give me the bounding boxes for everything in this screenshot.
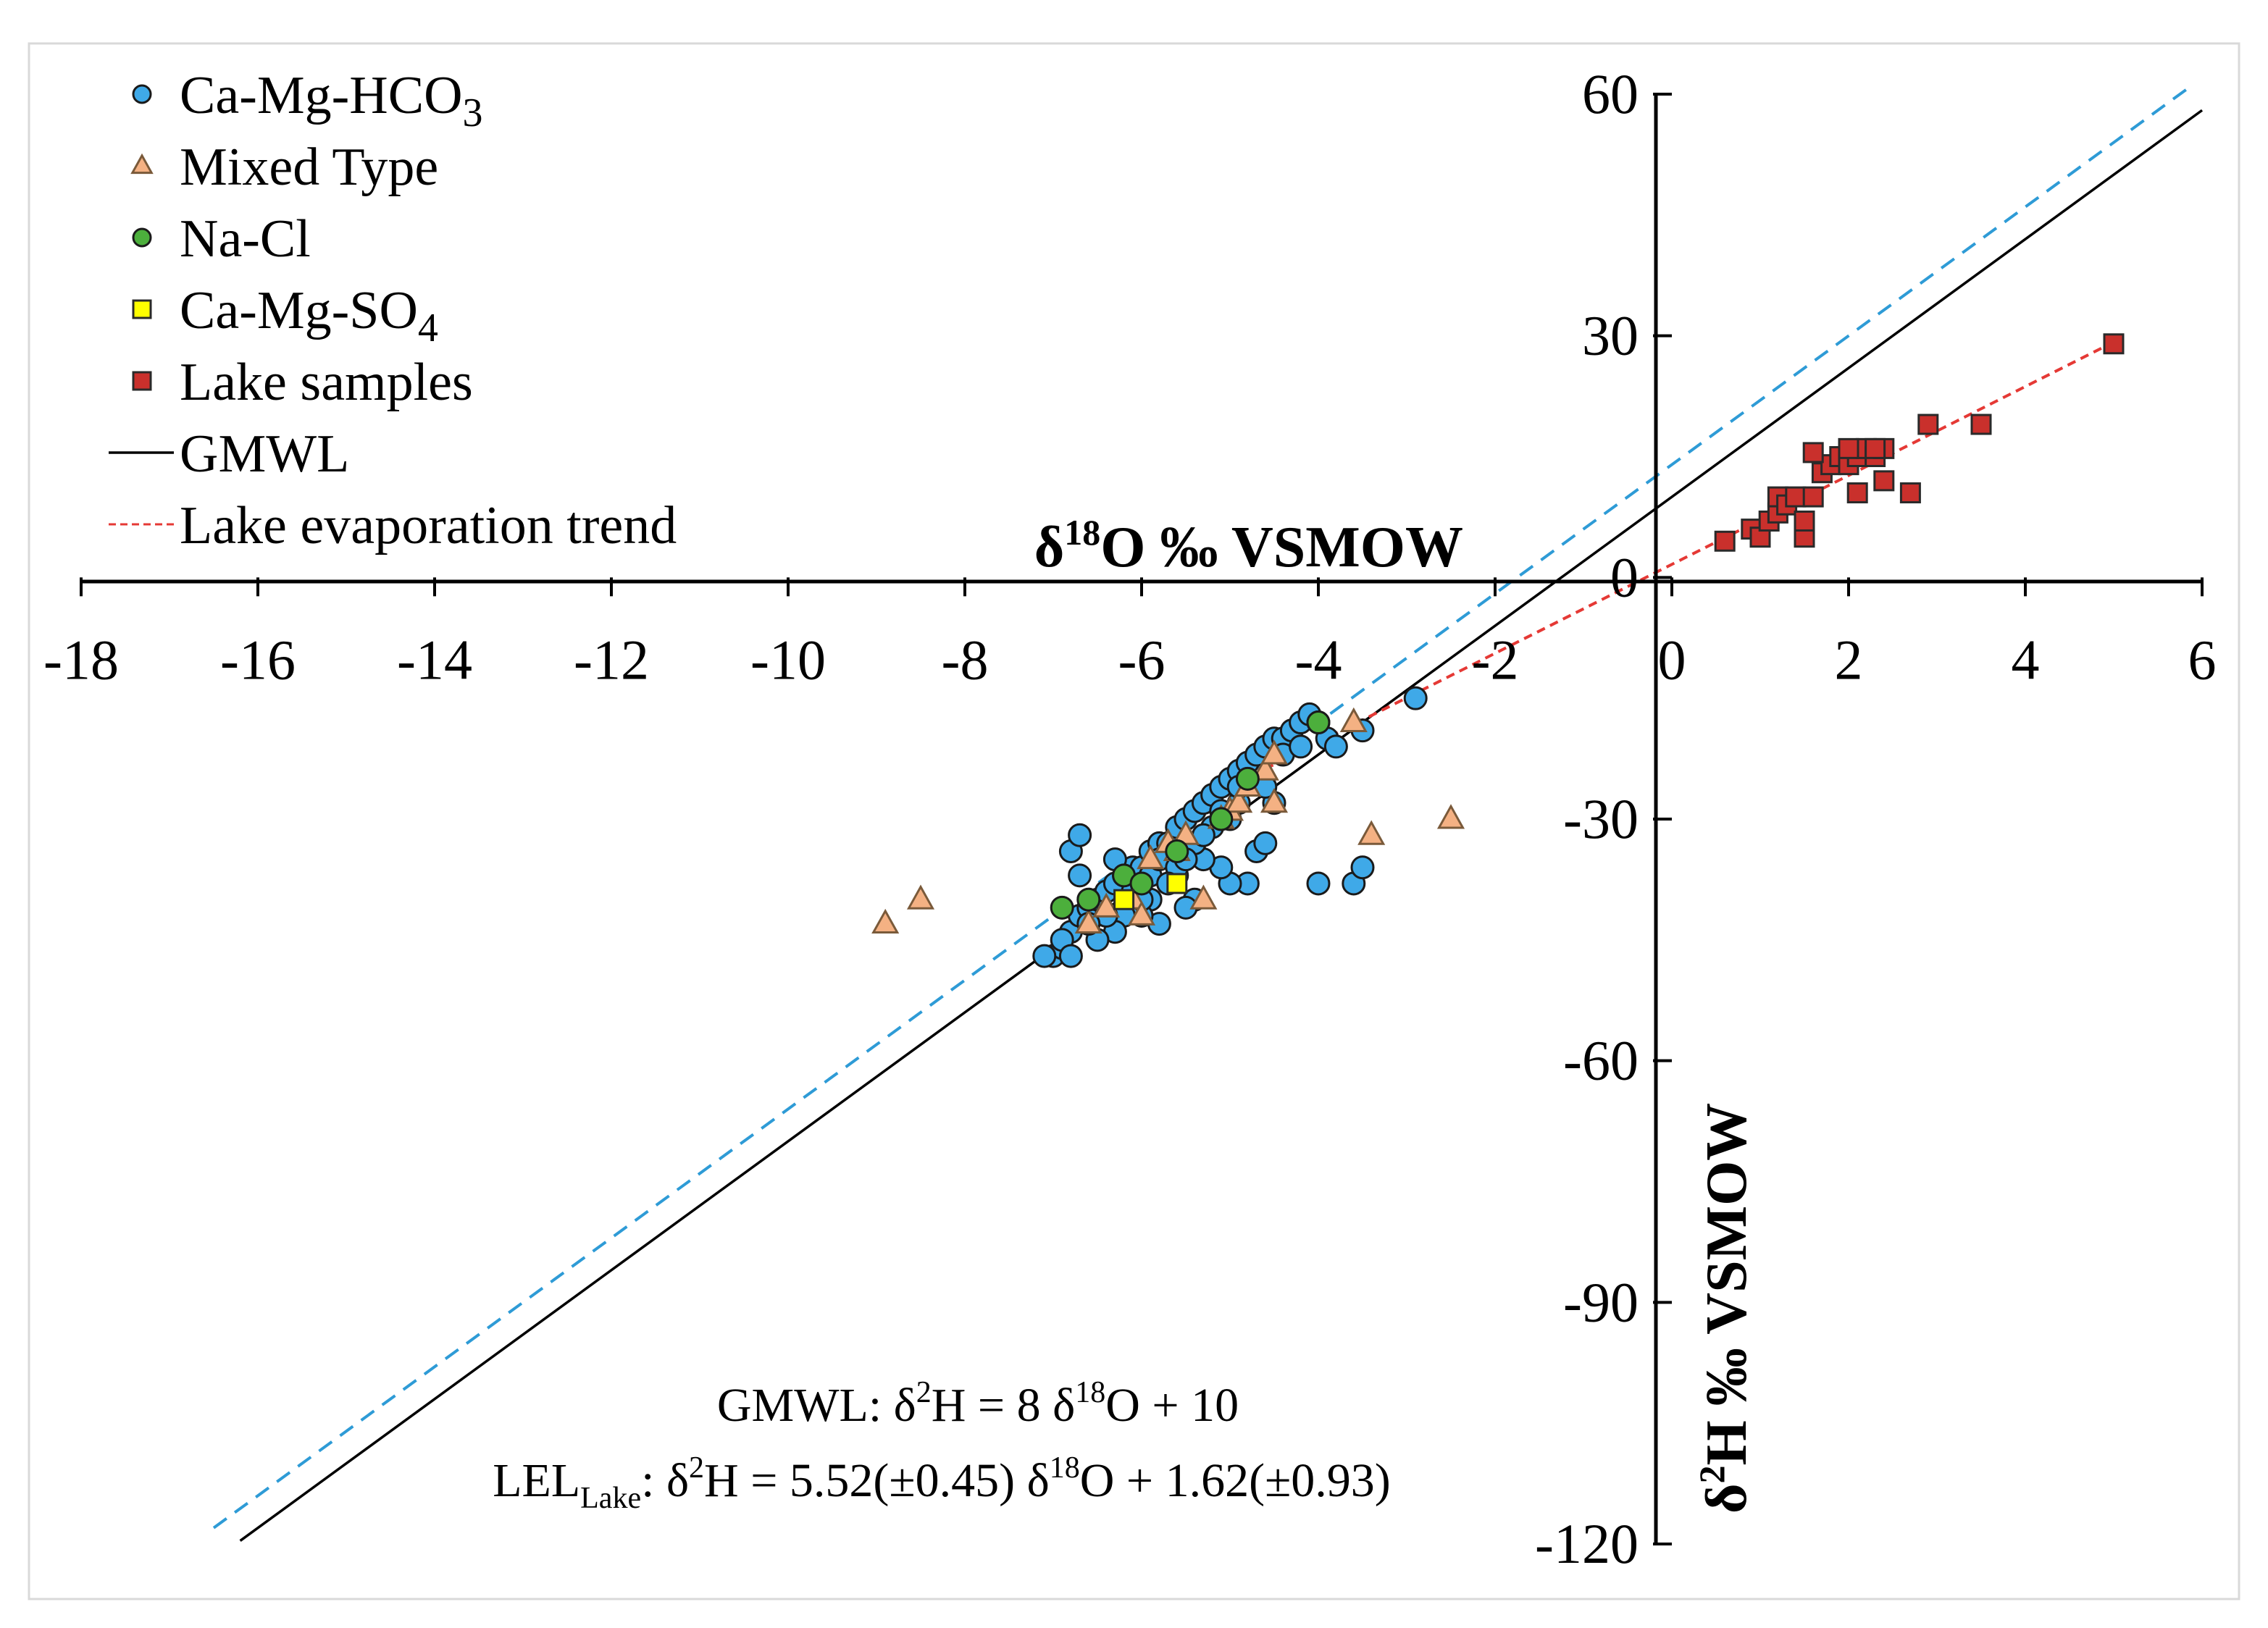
x-axis-title: δ18O ‰ VSMOW bbox=[1034, 512, 1463, 579]
data-point bbox=[1251, 755, 1279, 781]
lel-equation: LELLake: δ2H = 5.52(±0.45) δ18O + 1.62(±… bbox=[493, 1451, 1391, 1515]
x-tick-label: -6 bbox=[1118, 628, 1166, 691]
legend-ca_mg_so4-label: Ca-Mg-SO4 bbox=[180, 281, 438, 351]
x-tick-label: -4 bbox=[1295, 628, 1342, 691]
legend-ca_mg_hco3-label: Ca-Mg-HCO3 bbox=[180, 66, 483, 135]
data-point bbox=[1166, 873, 1188, 894]
data-point bbox=[1785, 486, 1807, 508]
data-points bbox=[871, 333, 2125, 968]
data-point bbox=[1165, 839, 1189, 863]
data-point bbox=[1899, 482, 1921, 504]
data-point bbox=[1714, 530, 1736, 552]
x-tick-label: -8 bbox=[942, 628, 989, 691]
data-point bbox=[1339, 707, 1368, 733]
data-point bbox=[1129, 871, 1154, 896]
x-tick-label: 0 bbox=[1658, 628, 1686, 691]
x-tick-label: 4 bbox=[2012, 628, 2040, 691]
data-point bbox=[1436, 804, 1465, 829]
series-ca-mg-so4 bbox=[1113, 873, 1188, 910]
x-tick-label: -14 bbox=[397, 628, 472, 691]
data-point bbox=[1802, 486, 1824, 508]
x-tick-label: -10 bbox=[750, 628, 826, 691]
series-na-cl bbox=[1050, 710, 1331, 920]
data-point bbox=[1032, 944, 1057, 968]
x-tick-label: -12 bbox=[574, 628, 649, 691]
legend-ca_mg_so4-swatch bbox=[132, 299, 152, 319]
y-tick-label: 30 bbox=[1582, 304, 1639, 367]
x-tick-label: -18 bbox=[43, 628, 119, 691]
data-point bbox=[1058, 944, 1083, 968]
x-tick-label: 2 bbox=[1835, 628, 1863, 691]
data-point bbox=[1113, 889, 1135, 910]
line-local-meteoric-water-line-dashed- bbox=[212, 83, 2194, 1530]
y-tick-label: -120 bbox=[1535, 1512, 1639, 1575]
data-point bbox=[1068, 823, 1092, 847]
legend-na_cl-swatch bbox=[132, 227, 152, 248]
data-point bbox=[1092, 892, 1121, 918]
gmwl-equation: GMWL: δ2H = 8 δ18O + 10 bbox=[717, 1376, 1239, 1432]
y-tick-label: 0 bbox=[1610, 545, 1639, 608]
y-tick-label: -60 bbox=[1563, 1029, 1639, 1092]
data-point bbox=[1137, 844, 1165, 870]
data-point bbox=[1838, 437, 1859, 459]
data-point bbox=[1357, 820, 1386, 845]
data-point bbox=[1865, 437, 1886, 459]
data-point bbox=[1846, 482, 1868, 504]
data-point bbox=[1260, 739, 1289, 765]
y-axis-title: δ2H ‰ VSMOW bbox=[1691, 1103, 1759, 1514]
series-lake-samples bbox=[1714, 333, 2125, 552]
data-point bbox=[1873, 470, 1895, 492]
y-tick-label: 60 bbox=[1582, 62, 1639, 125]
data-point bbox=[1209, 807, 1234, 831]
legend-gmwl-label: GMWL bbox=[180, 424, 349, 484]
legend-na_cl-label: Na-Cl bbox=[180, 209, 311, 269]
data-point bbox=[1802, 442, 1824, 463]
plot-frame bbox=[28, 42, 2240, 1600]
data-point bbox=[906, 884, 935, 910]
data-point bbox=[2103, 333, 2125, 355]
data-point bbox=[1350, 855, 1375, 880]
data-point bbox=[1323, 734, 1348, 759]
data-point bbox=[1074, 908, 1102, 934]
legend-lel-label: Lake evaporation trend bbox=[180, 496, 677, 555]
data-point bbox=[1260, 788, 1289, 813]
data-point bbox=[871, 908, 900, 934]
data-point bbox=[1403, 686, 1428, 710]
tick-marks-and-labels: -18 -16 -14 -12 -10 -8 -6 -4 -2 0 2 4 6 60 30 0 -30 -60 -9… bbox=[43, 62, 2216, 1575]
y-tick-label: -90 bbox=[1563, 1270, 1639, 1333]
legend-lake-swatch bbox=[132, 371, 152, 391]
x-tick-label: 6 bbox=[2188, 628, 2217, 691]
data-point bbox=[1068, 863, 1092, 888]
data-point bbox=[1306, 710, 1331, 735]
legend-lake-label: Lake samples bbox=[180, 353, 473, 412]
data-point bbox=[1225, 788, 1253, 813]
x-tick-label: -2 bbox=[1472, 628, 1519, 691]
y-tick-label: -30 bbox=[1563, 787, 1639, 850]
data-point bbox=[1189, 884, 1218, 910]
data-point bbox=[1917, 414, 1939, 435]
data-point bbox=[1970, 414, 1992, 435]
data-point bbox=[1306, 871, 1331, 896]
data-point bbox=[1127, 900, 1156, 926]
legend-mixed-label: Mixed Type bbox=[180, 138, 438, 197]
data-point bbox=[1076, 887, 1101, 912]
data-point bbox=[1794, 510, 1815, 532]
data-point bbox=[1289, 734, 1313, 759]
legend-mixed-swatch bbox=[130, 153, 154, 175]
legend-ca_mg_hco3-swatch bbox=[132, 84, 152, 104]
data-point bbox=[1253, 831, 1278, 855]
data-point bbox=[1050, 895, 1074, 920]
data-point bbox=[1235, 766, 1260, 791]
x-tick-label: -16 bbox=[220, 628, 296, 691]
